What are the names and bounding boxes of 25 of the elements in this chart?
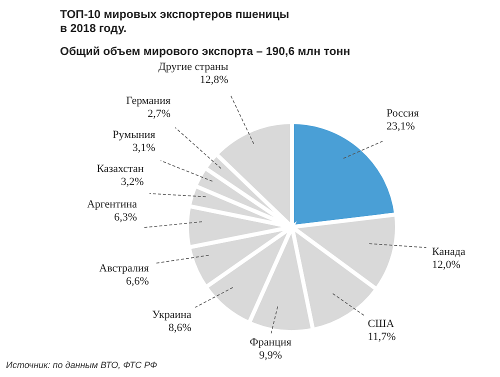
slice-label: Австралия [99,262,149,275]
slice-label: Румыния [112,128,156,141]
chart-title: ТОП-10 мировых экспортеров пшеницы в 2018 году. [60,8,290,36]
text: Источник: по данным ВТО, ФТС РФ [6,360,158,370]
data-label: 11,7% [368,330,396,343]
data-label: 8,6% [168,322,192,334]
slice-label: Другие страны [158,60,229,73]
slice-label: Франция [250,336,292,348]
slice-label: Украина [152,309,192,322]
data-label: 23,1% [386,120,415,133]
slice-label: Россия [386,108,419,120]
data-label: 6,3% [114,212,137,224]
data-label: 9,9% [259,349,282,362]
slice-label: Канада [432,246,466,258]
data-label: 3,1% [132,142,156,154]
data-label: 2,7% [148,108,171,120]
data-label: 12,0% [432,259,460,272]
slice-label: Германия [126,94,171,107]
chart-subtitle: Общий объем мирового экспорта – 190,6 млн тонн [60,46,350,58]
slice-label: Казахстан [96,162,144,175]
slice-label: Аргентина [86,198,138,211]
data-label: 6,6% [126,276,149,288]
data-label: 12,8% [200,74,228,86]
data-label: 3,2% [120,176,144,188]
slice-label: США [368,318,394,330]
